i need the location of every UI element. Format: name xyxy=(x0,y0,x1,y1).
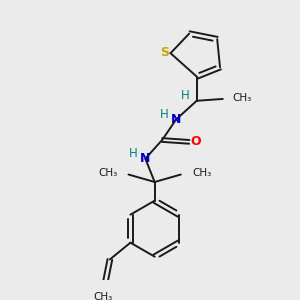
Text: H: H xyxy=(181,89,190,102)
Text: H: H xyxy=(129,148,138,160)
Text: H: H xyxy=(160,108,168,121)
Text: CH₃: CH₃ xyxy=(192,168,211,178)
Text: S: S xyxy=(160,46,169,59)
Text: O: O xyxy=(190,135,201,148)
Text: N: N xyxy=(171,113,181,126)
Text: N: N xyxy=(140,152,151,165)
Text: CH₃: CH₃ xyxy=(94,292,113,300)
Text: CH₃: CH₃ xyxy=(232,93,251,103)
Text: CH₃: CH₃ xyxy=(98,168,117,178)
